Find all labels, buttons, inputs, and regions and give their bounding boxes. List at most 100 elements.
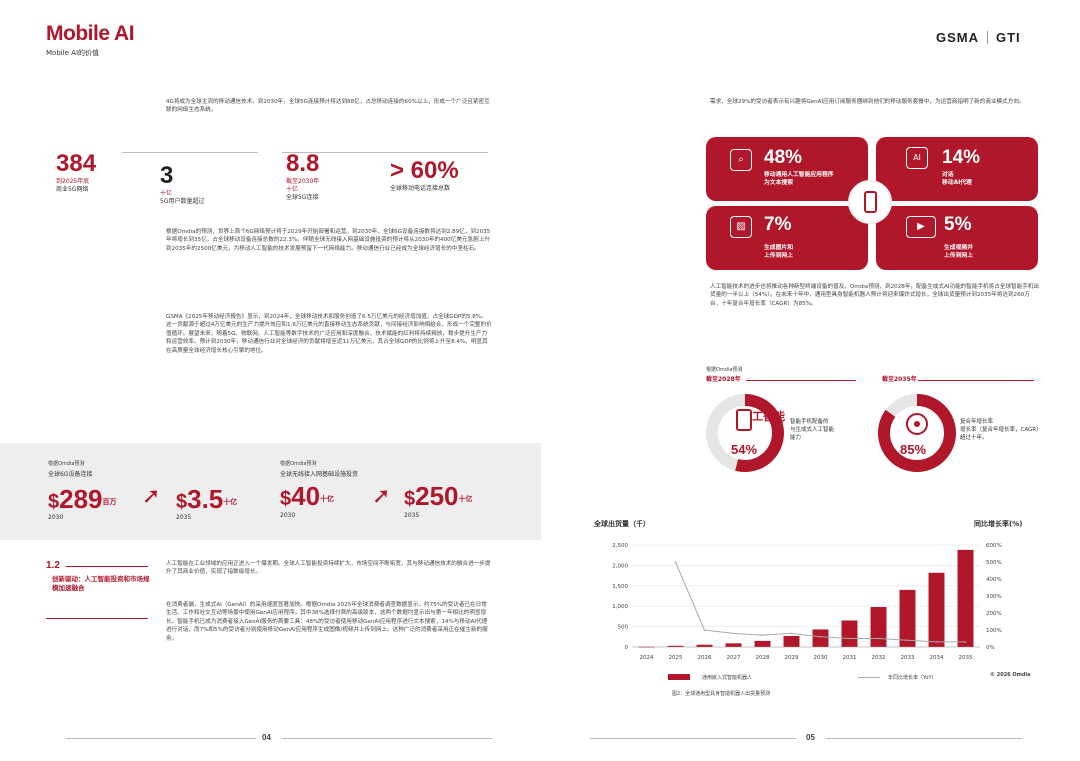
stat-value: 3	[160, 162, 174, 189]
page-number-right: 05	[806, 733, 815, 742]
yoy-point	[732, 632, 735, 635]
stat-sub: 截至2030年 十亿	[286, 178, 320, 193]
y2-tick-label: 500%	[986, 560, 1002, 566]
donut2-tag: 截至2035年	[882, 376, 917, 383]
x-tick-label: 2025	[669, 655, 683, 661]
phone-badge	[848, 180, 892, 224]
smartphone-icon	[736, 409, 752, 431]
donut-smartphone	[706, 394, 784, 472]
chart-bar	[957, 549, 974, 647]
chart-copyright: © 2026 Omdia	[990, 672, 1031, 678]
chart-y2label: 同比增长率(%)	[974, 520, 1023, 528]
stat-users: 3 十亿 5G用户数量超过	[160, 162, 204, 206]
stat-box-video: ▶ 5% 生成视频并 上传到网上	[876, 206, 1038, 270]
yoy-point	[703, 629, 706, 631]
y2-tick-label: 100%	[986, 628, 1002, 634]
donut2-text: 复合年增长率 增长率（复合年增长率，CAGR） 超过十年。	[960, 419, 1042, 441]
stat-sub: 十亿	[160, 190, 173, 197]
chart-bar	[754, 640, 771, 647]
donut-robots	[878, 394, 956, 472]
donut1-tag: 截至2028年	[706, 376, 741, 383]
video-icon: ▶	[906, 216, 936, 238]
legend-line-label: 年同比增长率（YoY）	[888, 675, 937, 681]
y2-tick-label: 300%	[986, 594, 1002, 600]
box-percent: 5%	[944, 214, 972, 235]
forecast-ran-2030: $40十亿	[280, 481, 335, 511]
yoy-point	[877, 637, 880, 640]
forecast-6g-2030: $289百万	[48, 484, 117, 514]
yoy-point	[906, 639, 909, 641]
x-tick-label: 2030	[814, 655, 828, 661]
chart-caption: 图2：全球通用型具身智能机器人出货量预测	[672, 691, 771, 697]
donut1-percent: 54%	[731, 442, 758, 457]
chart-bar	[725, 643, 742, 647]
stat-label: 5G用户数量超过	[160, 198, 205, 205]
box-label: 生成图片和 上传到网上	[764, 245, 793, 259]
page-subtitle: Mobile AI的价值	[46, 49, 100, 57]
x-tick-label: 2026	[698, 655, 712, 661]
logo: GSMA GTI	[936, 30, 1021, 45]
donut2-arc	[878, 394, 956, 472]
forecast-ran-2035: $250十亿	[404, 481, 473, 511]
forecast-title: 全球无线接入网基础设施投资	[280, 471, 359, 478]
x-tick-label: 2035	[959, 655, 973, 661]
left-para-6g: 根据Omdia的预测，世界上首个6G网络预计将于2029年开始部署和运营。到20…	[166, 229, 491, 252]
image-icon: ▨	[730, 216, 752, 238]
yoy-point	[761, 634, 764, 636]
forecast-source: 根据Omdia预测	[280, 461, 317, 467]
stat-label: 全球移动电话连接总数	[390, 185, 451, 192]
box-label: 生成视频并 上传到网上	[944, 245, 973, 259]
y2-tick-label: 200%	[986, 611, 1002, 617]
legend-bar-label: 通用嵌入式智能机器人	[702, 675, 753, 681]
y2-tick-label: 400%	[986, 577, 1002, 583]
section-para-2: 在消费者端，生成式AI（GenAI）的采用速度显著加快。根据Omdia 2025…	[166, 602, 488, 642]
stat-value: > 60%	[390, 157, 459, 184]
donut1-center-label: 工智能	[752, 410, 785, 423]
stat-box-ai-agent: AI 14% 对话 移动AI代理	[876, 137, 1038, 201]
box-label: 对话 移动AI代理	[942, 172, 972, 186]
stat-box-image: ▨ 7% 生成图片和 上传到网上	[706, 206, 868, 270]
box-percent: 48%	[764, 147, 803, 168]
yoy-point	[935, 641, 938, 643]
x-tick-label: 2028	[756, 655, 770, 661]
growth-arrow-icon: ➚	[372, 484, 391, 509]
forecast-ran: 根据Omdia预测 全球无线接入网基础设施投资	[280, 460, 358, 479]
chart-bar	[812, 629, 829, 647]
year-label: 2030	[48, 514, 64, 521]
page-number-left: 04	[262, 733, 271, 742]
stat-sub: 到2025年底	[56, 178, 90, 185]
robot-head-icon	[906, 413, 928, 435]
year-label: 2035	[176, 514, 192, 521]
search-doc-icon: ⌕	[730, 149, 752, 171]
forecast-6g-2035: $3.5十亿	[176, 484, 238, 514]
legend-line-swatch	[858, 677, 880, 678]
y-tick-label: 500	[618, 625, 629, 631]
stat-networks: 384 到2025年底 商业5G网络	[56, 150, 96, 194]
forecast-title: 全球6G设备连接	[48, 471, 93, 478]
yoy-point	[674, 561, 677, 563]
chart-ylabel: 全球出货量（千）	[594, 520, 650, 528]
section-number: 1.2	[46, 560, 60, 571]
stat-label: 全球5G连接	[286, 194, 319, 201]
donut1-text: 智能手机配备的 与生成式人工智能 能力	[790, 419, 835, 441]
donut-source: 根据Omdia预测	[706, 367, 743, 373]
x-tick-label: 2034	[930, 655, 944, 661]
growth-arrow-icon: ➚	[142, 484, 161, 509]
gsma-logo-text: GSMA	[936, 30, 979, 45]
year-label: 2035	[404, 512, 420, 519]
gti-logo-text: GTI	[996, 30, 1021, 45]
chart-bar	[870, 607, 887, 647]
chart-bar	[841, 620, 858, 647]
chart-bar	[667, 645, 684, 647]
box-label: 移动通用人工智能应用程序 为文本搜索	[764, 172, 834, 186]
phone-icon	[864, 191, 877, 213]
y2-tick-label: 600%	[986, 543, 1002, 549]
left-intro: 4G将成为全球主流的移动通信技术。到2030年，全球5G连接预计将达到88亿，占…	[166, 99, 490, 114]
yoy-point	[819, 636, 822, 638]
left-para-economy: GSMA《2025年移动经济报告》显示，到2024年，全球移动技术和服务创造了6…	[166, 314, 492, 354]
forecast-band	[0, 443, 541, 540]
x-tick-label: 2027	[727, 655, 741, 661]
section-title: 创新驱动：人工智能投资和市场规模加速融合	[52, 575, 150, 592]
y2-tick-label: 0%	[986, 645, 995, 651]
stat-connections: 8.8 截至2030年 十亿 全球5G连接	[286, 150, 319, 202]
